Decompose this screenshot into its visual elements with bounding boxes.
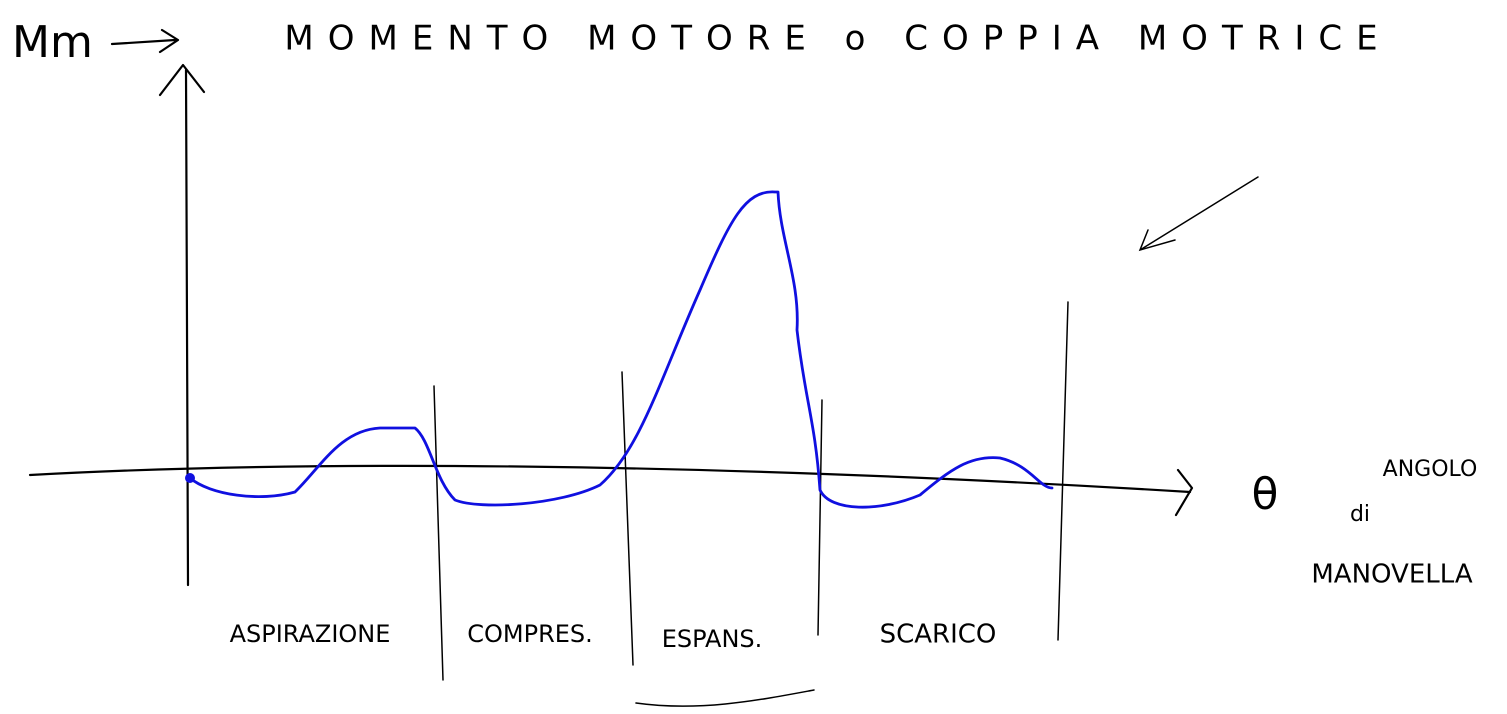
x-axis-label: ANGOLO — [1383, 457, 1478, 482]
phase-divider — [818, 400, 822, 635]
title: MOMENTO MOTORE o COPPIA MOTRICE — [284, 19, 1391, 59]
x-axis-label: di — [1350, 502, 1370, 527]
x-axis-label: MANOVELLA — [1311, 560, 1472, 590]
phase-label: COMPRES. — [467, 620, 593, 648]
phase-divider — [1058, 302, 1068, 640]
phase-divider — [434, 386, 443, 680]
underline — [636, 690, 814, 706]
x-axis-symbol: θ — [1252, 469, 1279, 520]
sketch: Mm MOMENTO MOTORE o COPPIA MOTRICE θ ANG… — [0, 0, 1507, 714]
phase-label: SCARICO — [880, 620, 997, 650]
phase-divider — [622, 372, 633, 665]
torque-curve — [190, 192, 1052, 507]
y-axis — [160, 65, 204, 585]
phase-label: ESPANS. — [662, 625, 763, 653]
pointer-arrow — [1140, 177, 1258, 250]
torque-symbol: Mm — [12, 17, 93, 68]
origin-dot — [185, 473, 195, 483]
phase-label: ASPIRAZIONE — [230, 620, 391, 648]
symbol-arrow — [112, 30, 178, 52]
